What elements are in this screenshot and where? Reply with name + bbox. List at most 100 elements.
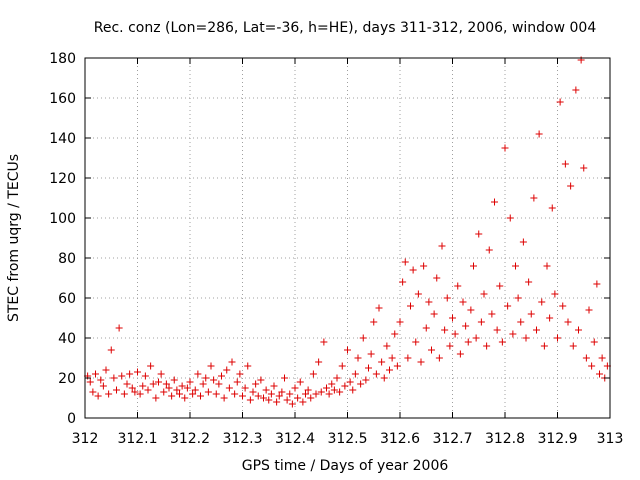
- data-point: [407, 302, 414, 310]
- data-point: [372, 370, 380, 378]
- data-point: [393, 362, 401, 370]
- data-point: [97, 376, 105, 384]
- data-point: [202, 374, 210, 382]
- data-point: [197, 392, 204, 400]
- data-point: [233, 378, 241, 386]
- x-tick-label: 312.6: [380, 431, 420, 447]
- data-point: [267, 390, 275, 398]
- x-tick-label: 313: [597, 431, 624, 447]
- data-point: [262, 386, 270, 394]
- data-point: [491, 198, 498, 206]
- data-point: [556, 98, 564, 106]
- data-point: [181, 394, 189, 402]
- data-point: [176, 390, 183, 398]
- data-point: [113, 386, 120, 394]
- y-tick-label: 180: [49, 51, 76, 67]
- y-tick-label: 60: [58, 291, 76, 307]
- data-point: [514, 294, 522, 302]
- data-point: [346, 378, 354, 386]
- data-point: [330, 386, 338, 394]
- data-point: [317, 388, 325, 396]
- data-point: [517, 318, 525, 326]
- data-point: [189, 390, 197, 398]
- data-point: [220, 394, 228, 402]
- data-point: [459, 298, 467, 306]
- data-point: [157, 370, 165, 378]
- data-point: [404, 354, 412, 362]
- y-tick-label: 40: [58, 331, 76, 347]
- data-point: [186, 378, 194, 386]
- data-point: [449, 314, 456, 322]
- data-point: [525, 278, 533, 286]
- data-point: [325, 390, 333, 398]
- data-point: [538, 298, 546, 306]
- data-point: [422, 324, 430, 332]
- data-point: [105, 390, 113, 398]
- data-point: [275, 392, 283, 400]
- data-point: [270, 382, 278, 390]
- x-tick-label: 312.8: [485, 431, 525, 447]
- data-point: [254, 392, 262, 400]
- data-point: [378, 358, 386, 366]
- data-point: [173, 386, 181, 394]
- data-point: [299, 398, 307, 406]
- data-point: [365, 364, 372, 372]
- data-point: [428, 346, 435, 354]
- data-point: [446, 342, 454, 350]
- data-point: [165, 384, 173, 392]
- data-point: [191, 386, 199, 394]
- data-point: [454, 282, 462, 290]
- data-point: [99, 382, 107, 390]
- y-tick-label: 0: [67, 411, 76, 427]
- data-point: [370, 318, 378, 326]
- data-point: [409, 266, 417, 274]
- data-point: [89, 388, 97, 396]
- y-tick-label: 100: [49, 211, 76, 227]
- data-point: [527, 310, 535, 318]
- data-point: [286, 390, 294, 398]
- data-point: [580, 164, 588, 172]
- y-tick-label: 140: [49, 131, 76, 147]
- data-point: [249, 388, 257, 396]
- data-point: [312, 390, 320, 398]
- chart-title: Rec. conz (Lon=286, Lat=-36, h=HE), days…: [94, 20, 597, 36]
- data-point: [136, 390, 144, 398]
- data-point: [399, 278, 407, 286]
- data-point: [118, 372, 126, 380]
- data-point: [149, 380, 157, 388]
- data-point: [572, 86, 580, 94]
- data-point: [412, 338, 420, 346]
- data-point: [170, 376, 178, 384]
- y-tick-label: 20: [58, 371, 76, 387]
- y-tick-labels: 0 20 40 60 80 100 120 140 160 180: [49, 51, 76, 427]
- data-points: [84, 56, 611, 408]
- data-point: [336, 388, 344, 396]
- data-point: [257, 376, 265, 384]
- y-tick-label: 120: [49, 171, 76, 187]
- data-point: [357, 380, 365, 388]
- data-point: [569, 342, 577, 350]
- data-point: [535, 130, 543, 138]
- data-point: [414, 290, 422, 298]
- data-point: [590, 338, 598, 346]
- data-point: [328, 380, 336, 388]
- data-point: [147, 362, 155, 370]
- data-point: [338, 362, 346, 370]
- x-tick-label: 312: [72, 431, 99, 447]
- x-axis-label: GPS time / Days of year 2006: [242, 458, 449, 474]
- data-point: [501, 144, 509, 152]
- data-point: [304, 386, 312, 394]
- data-point: [183, 384, 191, 392]
- data-point: [598, 354, 606, 362]
- data-point: [472, 334, 480, 342]
- x-tick-label: 312.4: [275, 431, 315, 447]
- data-point: [288, 400, 296, 408]
- data-point: [493, 326, 501, 334]
- data-point: [480, 290, 488, 298]
- data-point: [420, 262, 428, 270]
- data-point: [223, 366, 231, 374]
- data-point: [438, 242, 446, 250]
- data-point: [265, 396, 273, 404]
- data-point: [561, 160, 569, 168]
